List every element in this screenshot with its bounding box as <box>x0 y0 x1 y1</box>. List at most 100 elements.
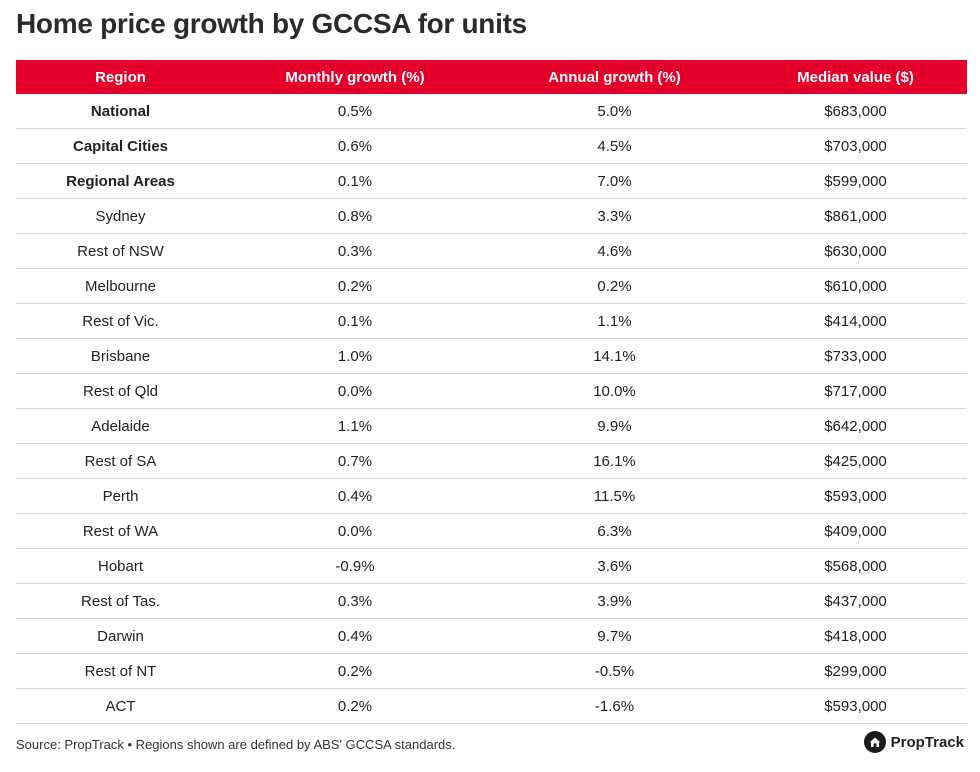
cell-region: Sydney <box>95 207 146 225</box>
column-header-annual-growth: Annual growth (%) <box>548 68 681 86</box>
table-body: National 0.5% 5.0% $683,000 Capital Cities 0.… <box>16 94 967 724</box>
cell-annual-growth: -0.5% <box>594 662 635 680</box>
cell-monthly-growth: 0.7% <box>337 452 373 470</box>
cell-median-value: $630,000 <box>824 242 887 260</box>
cell-annual-growth: 9.9% <box>597 417 632 435</box>
cell-median-value: $425,000 <box>824 452 887 470</box>
cell-monthly-growth: 0.5% <box>337 102 373 120</box>
table-row: Rest of NSW 0.3% 4.6% $630,000 <box>16 234 967 269</box>
cell-monthly-growth: -0.9% <box>335 557 375 575</box>
table-header-row: Region Monthly growth (%) Annual growth … <box>16 60 967 94</box>
table-row: National 0.5% 5.0% $683,000 <box>16 94 967 129</box>
cell-annual-growth: 10.0% <box>593 382 636 400</box>
cell-region: Brisbane <box>90 347 151 365</box>
source-note: Source: PropTrack • Regions shown are de… <box>16 737 456 752</box>
cell-region: Rest of Qld <box>82 382 159 400</box>
cell-annual-growth: 5.0% <box>597 102 632 120</box>
cell-monthly-growth: 0.4% <box>337 627 373 645</box>
logo-text: PropTrack <box>890 733 964 751</box>
cell-median-value: $414,000 <box>824 312 887 330</box>
cell-region: Adelaide <box>91 417 150 435</box>
cell-median-value: $717,000 <box>824 382 887 400</box>
cell-annual-growth: 11.5% <box>593 487 636 505</box>
cell-monthly-growth: 0.3% <box>337 242 373 260</box>
cell-median-value: $610,000 <box>824 277 887 295</box>
table-row: ACT 0.2% -1.6% $593,000 <box>16 689 967 724</box>
column-header-monthly-growth: Monthly growth (%) <box>285 68 425 86</box>
page-title: Home price growth by GCCSA for units <box>16 8 527 39</box>
table-row: Rest of Tas. 0.3% 3.9% $437,000 <box>16 584 967 619</box>
cell-median-value: $418,000 <box>824 627 887 645</box>
cell-region: Regional Areas <box>66 172 175 190</box>
cell-annual-growth: 6.3% <box>597 522 632 540</box>
cell-monthly-growth: 0.8% <box>337 207 373 225</box>
cell-annual-growth: 4.6% <box>597 242 632 260</box>
cell-annual-growth: 3.9% <box>597 592 632 610</box>
cell-median-value: $599,000 <box>824 172 887 190</box>
cell-monthly-growth: 0.3% <box>337 592 373 610</box>
cell-annual-growth: 3.3% <box>597 207 632 225</box>
table-row: Rest of Qld 0.0% 10.0% $717,000 <box>16 374 967 409</box>
cell-annual-growth: 14.1% <box>593 347 636 365</box>
house-icon <box>863 731 886 753</box>
cell-median-value: $642,000 <box>824 417 887 435</box>
cell-region: Perth <box>102 487 139 505</box>
cell-monthly-growth: 1.0% <box>337 347 373 365</box>
cell-region: Darwin <box>97 627 144 645</box>
table-row: Rest of SA 0.7% 16.1% $425,000 <box>16 444 967 479</box>
cell-region: Rest of SA <box>84 452 157 470</box>
cell-median-value: $733,000 <box>824 347 887 365</box>
table-row: Brisbane 1.0% 14.1% $733,000 <box>16 339 967 374</box>
table-row: Rest of NT 0.2% -0.5% $299,000 <box>16 654 967 689</box>
cell-annual-growth: 1.1% <box>597 312 632 330</box>
cell-region: National <box>90 102 151 120</box>
cell-monthly-growth: 0.6% <box>337 137 373 155</box>
cell-monthly-growth: 0.0% <box>337 522 373 540</box>
table-row: Perth 0.4% 11.5% $593,000 <box>16 479 967 514</box>
cell-median-value: $593,000 <box>824 697 887 715</box>
table-row: Sydney 0.8% 3.3% $861,000 <box>16 199 967 234</box>
cell-annual-growth: 9.7% <box>597 627 632 645</box>
cell-region: Rest of NT <box>84 662 157 680</box>
cell-region: Hobart <box>97 557 144 575</box>
cell-median-value: $409,000 <box>824 522 887 540</box>
cell-median-value: $568,000 <box>824 557 887 575</box>
cell-monthly-growth: 1.1% <box>337 417 373 435</box>
cell-monthly-growth: 0.2% <box>337 662 373 680</box>
cell-monthly-growth: 0.4% <box>337 487 373 505</box>
cell-monthly-growth: 0.1% <box>337 172 373 190</box>
table-row: Hobart -0.9% 3.6% $568,000 <box>16 549 967 584</box>
column-header-region: Region <box>95 68 146 86</box>
cell-monthly-growth: 0.1% <box>337 312 373 330</box>
cell-median-value: $437,000 <box>824 592 887 610</box>
cell-median-value: $703,000 <box>824 137 887 155</box>
cell-median-value: $861,000 <box>824 207 887 225</box>
cell-annual-growth: 4.5% <box>597 137 632 155</box>
table-row: Capital Cities 0.6% 4.5% $703,000 <box>16 129 967 164</box>
table-row: Melbourne 0.2% 0.2% $610,000 <box>16 269 967 304</box>
cell-region: Rest of WA <box>82 522 159 540</box>
cell-monthly-growth: 0.0% <box>337 382 373 400</box>
cell-monthly-growth: 0.2% <box>337 277 373 295</box>
proptrack-logo: PropTrack <box>863 731 964 753</box>
table-row: Regional Areas 0.1% 7.0% $599,000 <box>16 164 967 199</box>
cell-median-value: $593,000 <box>824 487 887 505</box>
cell-region: Rest of Tas. <box>81 592 160 610</box>
data-table: Region Monthly growth (%) Annual growth … <box>16 60 967 724</box>
cell-monthly-growth: 0.2% <box>337 697 373 715</box>
table-row: Darwin 0.4% 9.7% $418,000 <box>16 619 967 654</box>
cell-annual-growth: 7.0% <box>597 172 632 190</box>
cell-region: Rest of NSW <box>77 242 164 260</box>
cell-region: Melbourne <box>85 277 156 295</box>
cell-annual-growth: 3.6% <box>597 557 632 575</box>
table-row: Adelaide 1.1% 9.9% $642,000 <box>16 409 967 444</box>
column-header-median-value: Median value ($) <box>797 68 914 86</box>
cell-region: Capital Cities <box>72 137 169 155</box>
cell-annual-growth: 0.2% <box>597 277 632 295</box>
cell-annual-growth: 16.1% <box>593 452 636 470</box>
cell-region: Rest of Vic. <box>82 312 159 330</box>
cell-region: ACT <box>105 697 136 715</box>
table-row: Rest of Vic. 0.1% 1.1% $414,000 <box>16 304 967 339</box>
cell-median-value: $683,000 <box>824 102 887 120</box>
cell-median-value: $299,000 <box>824 662 887 680</box>
